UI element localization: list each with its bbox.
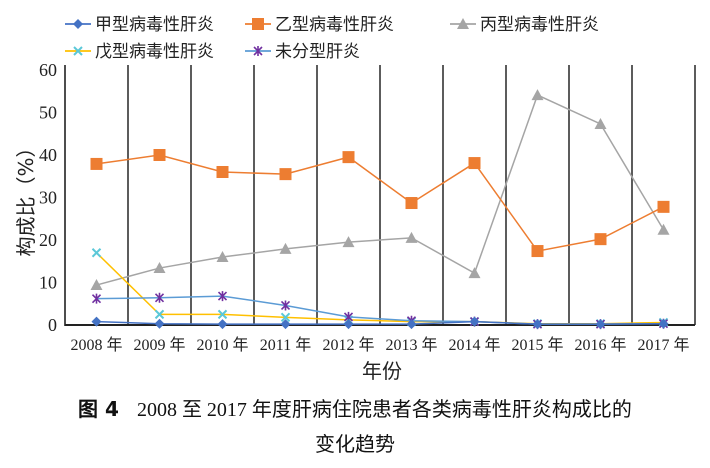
x-axis-title: 年份 (362, 359, 402, 383)
diamond-marker (532, 319, 543, 330)
diamond-marker (73, 19, 83, 29)
square-marker (468, 157, 481, 170)
x-tick-label: 2012 年 (322, 336, 374, 354)
legend-label: 丙型病毒性肝炎 (480, 15, 599, 35)
square-marker (216, 166, 229, 178)
diamond-marker (217, 319, 228, 330)
series-line (96, 154, 664, 252)
chart-axes (64, 65, 695, 326)
star-marker (253, 46, 263, 56)
triangle-marker (279, 242, 292, 254)
triangle-marker (468, 267, 481, 279)
y-axis-title: 构成比（%） (14, 137, 38, 256)
y-tick-label: 20 (39, 230, 57, 250)
legend-label: 乙型病毒性肝炎 (275, 15, 394, 35)
square-marker (405, 197, 418, 210)
y-tick-label: 0 (48, 315, 57, 335)
x-tick-label: 2015 年 (511, 336, 563, 354)
triangle-marker (153, 262, 166, 274)
star-marker (154, 292, 165, 303)
square-marker (279, 168, 292, 181)
x-axis-ticks: 2008 年 2009 年 2010 年 2011 年 2012 年 2013 年 2014… (70, 336, 689, 354)
diamond-marker (280, 319, 291, 330)
y-tick-label: 10 (39, 273, 57, 293)
x-marker (280, 312, 291, 323)
series-2 (90, 89, 670, 291)
y-axis-ticks: 0 10 20 30 40 50 60 (39, 60, 57, 335)
x-marker (73, 46, 83, 56)
vertical-gridlines (127, 65, 696, 325)
figure-caption: 图 4 2008 至 2017 年度肝病住院患者各类病毒性肝炎构成比的 (0, 393, 710, 422)
x-tick-label: 2011 年 (260, 336, 311, 354)
legend-item: 乙型病毒性肝炎 (245, 15, 394, 35)
square-marker (657, 200, 670, 213)
legend-label: 戊型病毒性肝炎 (95, 42, 214, 62)
diamond-marker (91, 316, 102, 327)
diamond-marker (595, 319, 606, 330)
x-marker (91, 248, 102, 258)
x-tick-label: 2016 年 (574, 336, 626, 354)
diamond-marker (154, 318, 165, 329)
legend-item: 丙型病毒性肝炎 (450, 15, 599, 35)
star-marker (280, 300, 291, 311)
diamond-marker (406, 319, 417, 330)
legend-item: 甲型病毒性肝炎 (65, 15, 214, 35)
square-marker (342, 151, 355, 164)
x-marker (154, 309, 165, 320)
legend-label: 未分型肝炎 (275, 42, 360, 62)
square-marker (594, 233, 607, 246)
square-marker (153, 149, 166, 161)
triangle-marker (594, 117, 607, 129)
y-tick-label: 60 (39, 60, 57, 80)
star-marker (217, 291, 228, 302)
diamond-marker (469, 316, 480, 327)
x-tick-label: 2010 年 (196, 336, 248, 354)
square-marker (252, 18, 264, 30)
triangle-marker (405, 231, 418, 243)
x-marker (217, 309, 228, 320)
star-marker (91, 293, 102, 304)
diamond-marker (343, 319, 354, 330)
x-tick-label: 2014 年 (448, 336, 500, 354)
y-tick-label: 30 (39, 188, 57, 208)
figure-label: 图 4 (78, 397, 119, 421)
series-1 (90, 149, 670, 258)
x-tick-label: 2009 年 (133, 336, 185, 354)
series-line (96, 320, 664, 325)
series-0 (91, 316, 669, 330)
triangle-marker (342, 236, 355, 248)
legend-label: 甲型病毒性肝炎 (95, 15, 214, 35)
x-tick-label: 2013 年 (385, 336, 437, 354)
diamond-marker (658, 318, 669, 329)
legend-item: 戊型病毒性肝炎 (65, 42, 214, 62)
chart-series (90, 89, 670, 330)
y-tick-label: 50 (39, 103, 57, 123)
y-tick-label: 40 (39, 145, 57, 165)
triangle-marker (531, 89, 544, 101)
triangle-marker (90, 279, 103, 291)
square-marker (90, 157, 103, 170)
triangle-marker (216, 251, 229, 262)
legend-item: 未分型肝炎 (245, 42, 360, 62)
caption-line-2: 变化趋势 (315, 434, 395, 456)
caption-line-1: 2008 至 2017 年度肝病住院患者各类病毒性肝炎构成比的 (136, 399, 632, 421)
x-tick-label: 2008 年 (70, 336, 122, 354)
series-line (96, 94, 665, 286)
square-marker (531, 245, 544, 258)
x-tick-label: 2017 年 (637, 336, 689, 354)
figure-caption-continued: 变化趋势 (0, 428, 710, 457)
triangle-marker (657, 223, 670, 235)
triangle-marker (457, 18, 469, 29)
